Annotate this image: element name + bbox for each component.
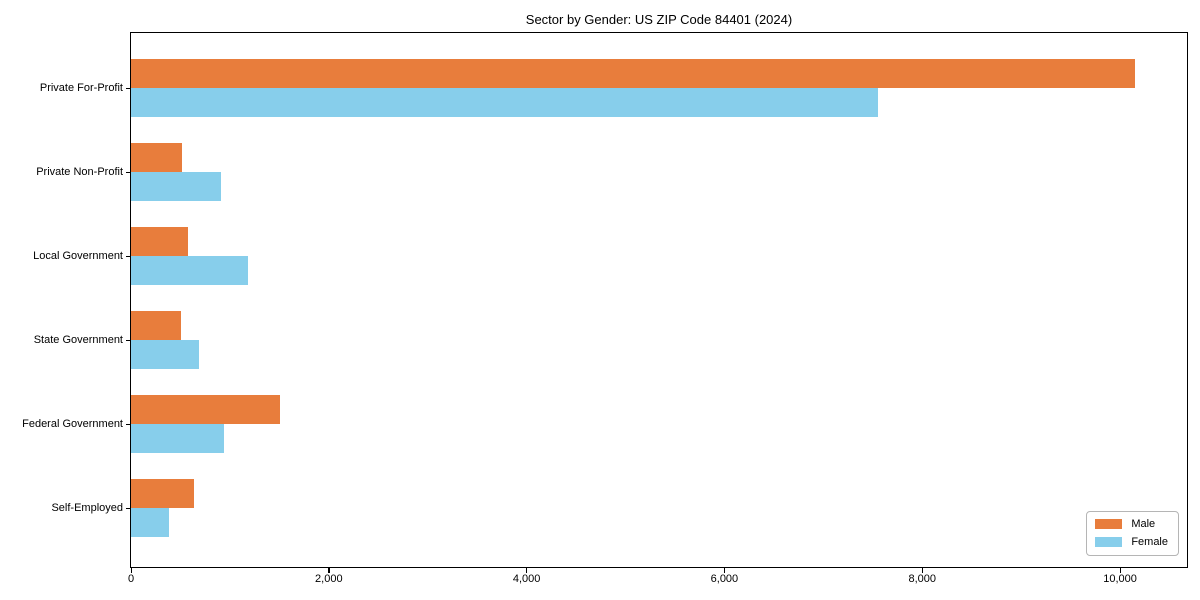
x-tick-mark — [921, 568, 924, 573]
bar-female-private-for-profit — [131, 88, 878, 117]
bar-male-local-government — [131, 227, 188, 256]
x-tick-label-10000: 10,000 — [1103, 573, 1137, 585]
y-tick-label-self-employed: Self-Employed — [51, 502, 123, 514]
x-tick-mark — [526, 568, 528, 573]
legend-label: Male — [1131, 518, 1156, 530]
y-tick-label-state-government: State Government — [33, 334, 123, 346]
y-tick-mark — [126, 507, 131, 509]
y-tick-label-private-for-profit: Private For-Profit — [39, 82, 123, 94]
bar-female-state-government — [131, 340, 199, 369]
legend-label: Female — [1131, 536, 1168, 548]
legend-item-female: Female — [1095, 536, 1168, 548]
bar-female-local-government — [131, 256, 248, 285]
y-tick-mark — [126, 423, 131, 425]
y-tick-mark — [126, 87, 131, 89]
x-tick-label-2000: 2,000 — [315, 573, 343, 585]
x-tick-mark — [723, 568, 726, 573]
bar-male-federal-government — [131, 395, 280, 424]
x-tick-label-8000: 8,000 — [908, 573, 936, 585]
y-tick-label-local-government: Local Government — [33, 250, 123, 262]
bar-male-private-for-profit — [131, 59, 1135, 88]
bar-male-self-employed — [131, 479, 194, 508]
y-tick-label-federal-government: Federal Government — [22, 418, 123, 430]
y-tick-mark — [126, 255, 131, 257]
x-tick-mark — [1119, 568, 1121, 573]
plot-area: Male Female — [130, 32, 1188, 568]
x-tick-label-4000: 4,000 — [512, 573, 541, 585]
bar-male-private-non-profit — [131, 143, 182, 172]
bar-male-state-government — [131, 311, 181, 340]
x-tick-label-6000: 6,000 — [710, 573, 739, 585]
legend-swatch-female — [1095, 537, 1123, 547]
bar-female-federal-government — [131, 424, 224, 453]
x-tick-mark — [130, 568, 132, 573]
x-tick-mark — [328, 568, 330, 573]
y-tick-label-private-non-profit: Private Non-Profit — [36, 166, 123, 178]
y-tick-mark — [126, 339, 131, 341]
chart-title: Sector by Gender: US ZIP Code 84401 (202… — [525, 12, 793, 27]
y-tick-mark — [126, 171, 131, 173]
bar-female-private-non-profit — [131, 172, 221, 201]
bar-female-self-employed — [131, 508, 169, 537]
x-tick-label-0: 0 — [127, 573, 135, 585]
legend-swatch-male — [1095, 519, 1123, 529]
legend-item-male: Male — [1095, 518, 1168, 530]
legend: Male Female — [1086, 511, 1179, 556]
